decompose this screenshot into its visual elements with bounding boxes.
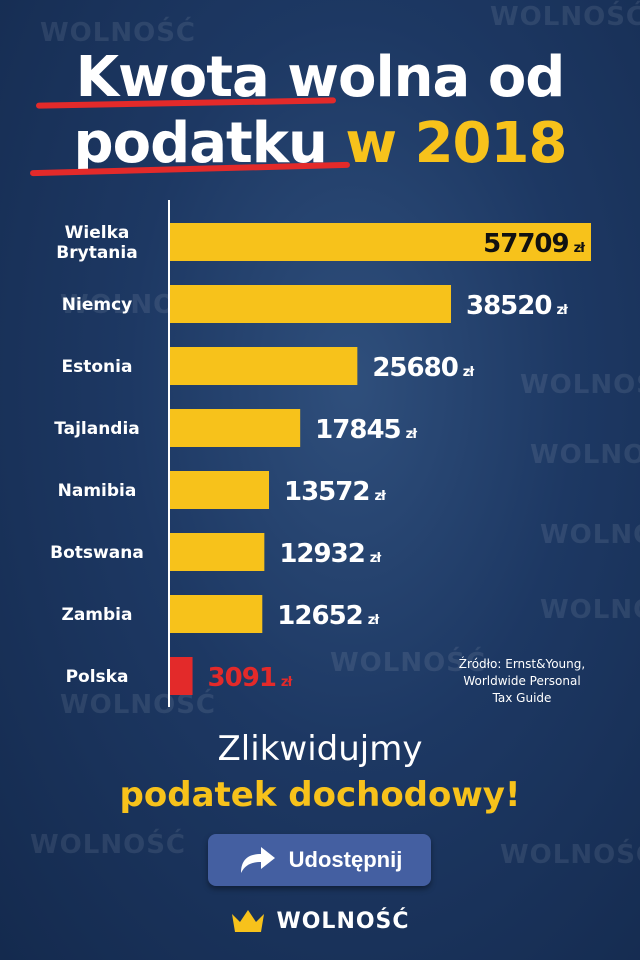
chart-bar — [170, 657, 193, 695]
share-arrow-icon — [240, 847, 275, 873]
chart-bar — [170, 347, 358, 385]
chart-value-label: 12932 zł — [279, 539, 382, 569]
chart-value-label: 12652 zł — [277, 601, 380, 631]
chart-bar — [170, 595, 263, 633]
chart-value-label: 13572 zł — [284, 477, 387, 507]
slogan-line-2: podatek dochodowy! — [119, 775, 521, 815]
brand-name: WOLNOŚĆ — [276, 908, 410, 934]
share-button[interactable]: Udostępnij — [208, 834, 431, 886]
chart-category-label: Tajlandia — [54, 419, 140, 439]
watermark-text: WOLNOŚĆ — [30, 830, 187, 860]
chart-value-label: 3091 zł — [208, 663, 294, 693]
source-note: Źródło: Ernst&Young, Worldwide Personal … — [452, 656, 592, 707]
slogan-line-1: Zlikwidujmy — [217, 729, 423, 769]
chart-value-label: 38520 zł — [466, 291, 569, 321]
chart-category-label: Namibia — [58, 481, 137, 501]
chart-bar — [170, 533, 265, 571]
chart-bar — [170, 285, 452, 323]
chart-category-label: Wielka Brytania — [56, 223, 137, 263]
chart-value-label: 25680 zł — [372, 353, 475, 383]
chart-category-label: Polska — [66, 667, 129, 687]
chart-category-label: Estonia — [62, 357, 133, 377]
chart-category-label: Zambia — [62, 605, 133, 625]
crown-icon — [232, 910, 265, 932]
watermark-text: WOLNOŚĆ — [40, 18, 197, 48]
brand-footer: WOLNOŚĆ — [0, 908, 640, 934]
chart-value-label: 57709 zł — [483, 229, 586, 259]
source-line-2: Worldwide Personal — [463, 674, 581, 688]
watermark-text: WOLNOŚĆ — [490, 2, 640, 32]
tax-free-amount-bar-chart: Wielka Brytania 57709 zł Niemcy 38520 zł Estoni… — [50, 200, 591, 707]
chart-category-label: Botswana — [50, 543, 144, 563]
watermark-text: WOLNOŚĆ — [500, 840, 640, 870]
source-line-1: Źródło: Ernst&Young, — [458, 657, 586, 671]
share-button-label: Udostępnij — [288, 847, 403, 872]
chart-bar — [170, 471, 270, 509]
chart-bar — [170, 409, 301, 447]
source-line-3: Tax Guide — [492, 691, 552, 705]
title-line-2-yellow: w 2018 — [345, 111, 567, 176]
chart-category-label: Niemcy — [62, 295, 132, 315]
chart-value-label: 17845 zł — [315, 415, 418, 445]
chart-bar — [170, 223, 591, 261]
